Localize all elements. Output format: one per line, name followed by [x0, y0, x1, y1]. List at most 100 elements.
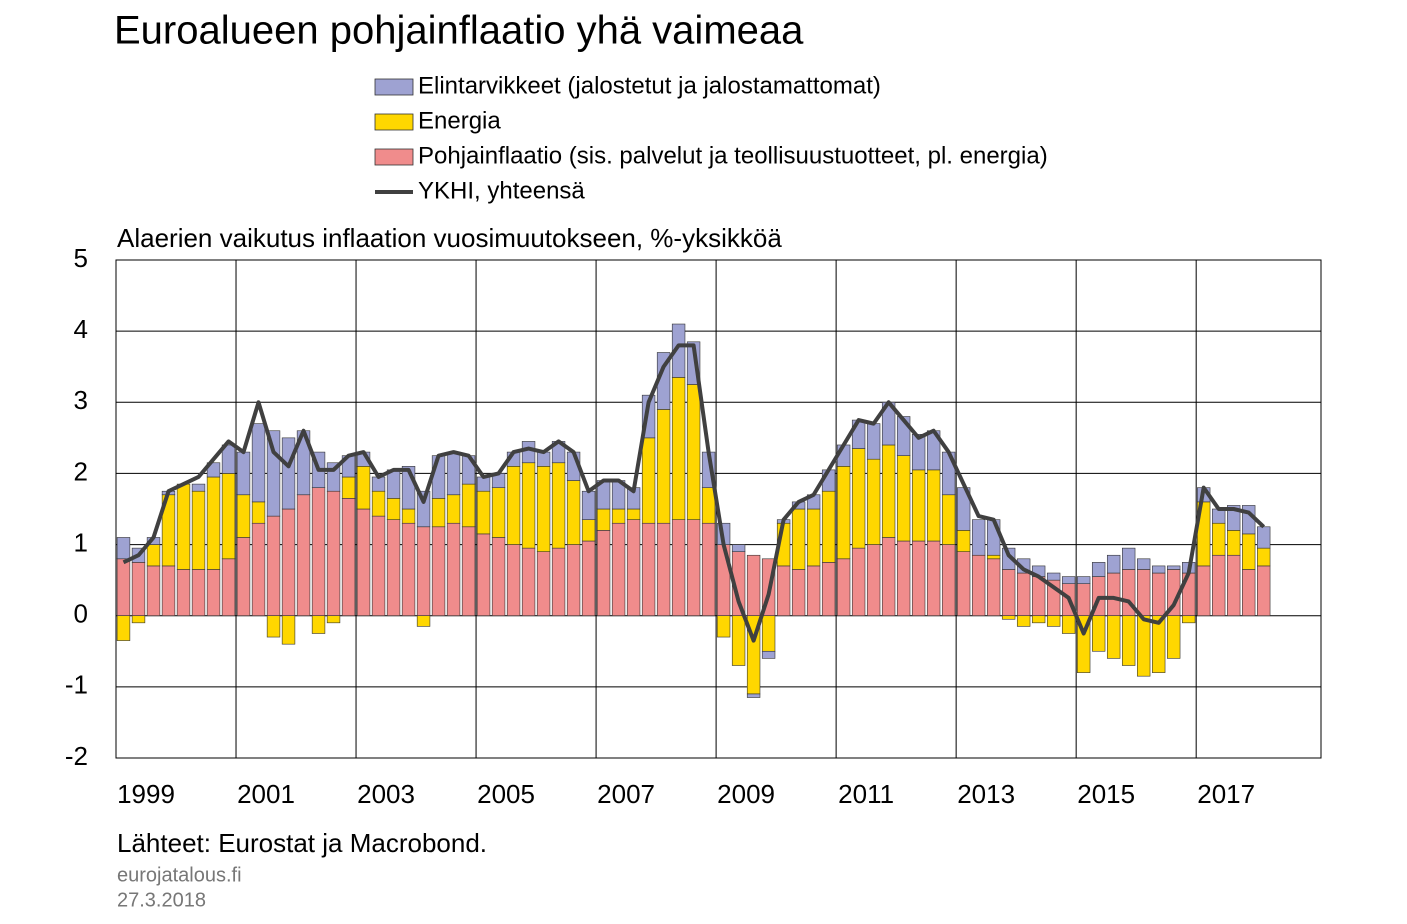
- bar: [896, 455, 911, 542]
- bar: [416, 526, 431, 617]
- bar: [191, 483, 206, 492]
- bar: [956, 551, 971, 617]
- bar: [401, 522, 416, 617]
- bar: [971, 554, 986, 617]
- bar: [1091, 562, 1106, 577]
- bar: [986, 558, 1001, 617]
- bar: [116, 537, 131, 560]
- bar: [581, 519, 596, 542]
- bar: [701, 487, 716, 524]
- bar: [1166, 565, 1181, 570]
- bar: [491, 487, 506, 538]
- bar: [116, 615, 131, 641]
- bar: [1136, 569, 1151, 617]
- bar: [386, 498, 401, 520]
- bar: [1046, 615, 1061, 627]
- bar: [731, 544, 746, 552]
- bar: [371, 476, 386, 492]
- bar: [176, 569, 191, 617]
- bar: [851, 547, 866, 617]
- bar: [656, 522, 671, 617]
- bar: [401, 508, 416, 524]
- bar: [476, 490, 491, 535]
- bar: [911, 540, 926, 617]
- x-tick-label: 2011: [838, 779, 894, 809]
- bar: [821, 490, 836, 563]
- bar: [581, 540, 596, 617]
- bar: [251, 501, 266, 524]
- y-tick-label: 5: [74, 243, 88, 273]
- bar: [266, 430, 281, 517]
- bar: [761, 615, 776, 652]
- x-tick-label: 2015: [1077, 779, 1135, 809]
- bar: [506, 544, 521, 617]
- bar: [1121, 547, 1136, 570]
- bar: [461, 483, 476, 528]
- bar: [1242, 569, 1256, 617]
- bar: [836, 466, 851, 560]
- x-tick-label: 2001: [237, 779, 295, 809]
- bar: [761, 650, 776, 659]
- bar: [311, 487, 326, 617]
- bar: [866, 458, 881, 545]
- bar: [881, 537, 896, 617]
- bar: [1061, 576, 1076, 584]
- bar: [251, 522, 266, 617]
- bar: [311, 615, 326, 634]
- bar: [371, 490, 386, 517]
- x-tick-label: 2009: [717, 779, 775, 809]
- x-tick-label: 2007: [597, 779, 655, 809]
- bar: [596, 508, 611, 531]
- bar: [521, 462, 536, 549]
- bar: [881, 444, 896, 538]
- bar: [1001, 615, 1016, 620]
- bar: [956, 530, 971, 552]
- bar: [446, 494, 461, 524]
- bar: [191, 569, 206, 617]
- bar: [1151, 565, 1166, 574]
- bar: [221, 444, 236, 474]
- bar: [566, 544, 581, 617]
- y-tick-label: 1: [74, 527, 88, 557]
- bar: [446, 451, 461, 496]
- x-tick-label: 1999: [117, 779, 175, 809]
- bar: [1136, 558, 1151, 570]
- bar: [1151, 572, 1166, 617]
- bar: [1257, 565, 1271, 617]
- legend-swatch: [374, 113, 414, 131]
- bar: [1212, 554, 1226, 617]
- bar: [281, 615, 296, 645]
- bar: [221, 558, 236, 617]
- bar: [851, 448, 866, 549]
- bar: [641, 437, 656, 524]
- bar: [746, 693, 761, 698]
- bar: [1061, 615, 1076, 634]
- bar: [581, 490, 596, 520]
- bar: [251, 423, 266, 503]
- legend-swatch: [374, 78, 414, 96]
- bar: [476, 476, 491, 492]
- bar: [821, 562, 836, 617]
- bar: [236, 537, 251, 617]
- legend-swatch: [374, 148, 414, 166]
- bar: [551, 462, 566, 549]
- bar: [131, 615, 146, 624]
- bar: [671, 377, 686, 520]
- bar: [641, 522, 656, 617]
- bar: [626, 508, 641, 520]
- bar: [656, 409, 671, 524]
- bar: [611, 522, 626, 617]
- bar: [716, 615, 731, 638]
- bar: [416, 490, 431, 528]
- bar: [866, 544, 881, 617]
- bar: [926, 540, 941, 617]
- y-tick-label: 4: [74, 314, 88, 344]
- bar: [1001, 569, 1016, 617]
- bar: [1031, 576, 1046, 617]
- bar: [146, 565, 161, 617]
- bar: [206, 476, 221, 570]
- bar: [176, 483, 191, 570]
- bar: [266, 515, 281, 617]
- legend-label: Elintarvikkeet (jalostetut ja jalostamat…: [418, 72, 881, 99]
